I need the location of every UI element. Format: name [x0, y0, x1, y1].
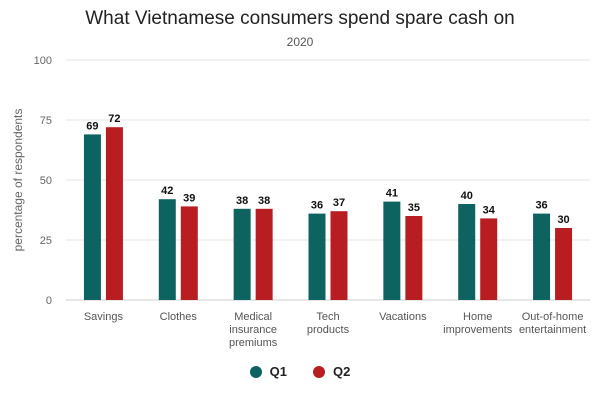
y-axis-label: percentage of respondents [11, 109, 25, 252]
bar-q2 [405, 216, 423, 300]
bar-q1 [158, 199, 176, 300]
x-tick-label: Home [463, 311, 492, 323]
legend-label-q1: Q1 [269, 364, 287, 379]
data-label: 69 [86, 120, 98, 132]
x-tick-label: improvements [443, 324, 513, 336]
legend-item-q2[interactable]: Q2 [313, 364, 350, 379]
x-tick-label: premiums [229, 337, 278, 349]
bar-q2 [480, 218, 498, 300]
bar-q1 [458, 204, 476, 300]
data-label: 39 [183, 192, 195, 204]
x-tick-label: Vacations [379, 311, 427, 323]
data-label: 34 [483, 204, 496, 216]
data-label: 38 [236, 195, 248, 207]
bar-q1 [233, 208, 251, 300]
data-label: 36 [535, 200, 547, 212]
y-tick-label: 50 [40, 175, 52, 187]
data-label: 36 [311, 200, 323, 212]
legend-swatch-q2 [313, 365, 325, 378]
legend-item-q1[interactable]: Q1 [249, 364, 287, 379]
data-label: 38 [258, 195, 270, 207]
data-label: 35 [408, 202, 420, 214]
bar-q2 [330, 211, 348, 300]
data-label: 41 [386, 188, 398, 200]
data-label: 42 [161, 185, 173, 197]
legend-label-q2: Q2 [333, 364, 351, 379]
y-tick-label: 25 [40, 235, 52, 247]
x-tick-label: products [307, 324, 350, 336]
chart-title: What Vietnamese consumers spend spare ca… [85, 8, 515, 29]
bar-q1 [83, 134, 101, 300]
x-tick-label: Medical [234, 311, 272, 323]
bar-q2 [255, 208, 273, 300]
bar-q2 [555, 228, 573, 300]
data-label: 40 [461, 190, 473, 202]
chart-subtitle: 2020 [286, 35, 314, 49]
bar-q1 [383, 201, 401, 300]
x-tick-label: entertainment [519, 324, 586, 336]
x-tick-label: Tech [316, 311, 339, 323]
y-tick-label: 0 [46, 295, 52, 307]
x-tick-label: Clothes [160, 311, 198, 323]
bar-q1 [308, 213, 326, 300]
bar-q2 [105, 127, 123, 300]
y-tick-label: 75 [40, 115, 52, 127]
bar-q2 [180, 206, 198, 300]
x-tick-label: Out-of-home [522, 311, 584, 323]
data-label: 72 [108, 113, 120, 125]
data-label: 37 [333, 197, 345, 209]
data-label: 30 [557, 214, 569, 226]
chart-legend: Q1 Q2 [0, 364, 600, 379]
x-tick-label: insurance [229, 324, 277, 336]
bar-q1 [533, 213, 551, 300]
x-tick-label: Savings [84, 311, 124, 323]
legend-swatch-q1 [249, 365, 262, 378]
y-tick-label: 100 [34, 55, 52, 67]
